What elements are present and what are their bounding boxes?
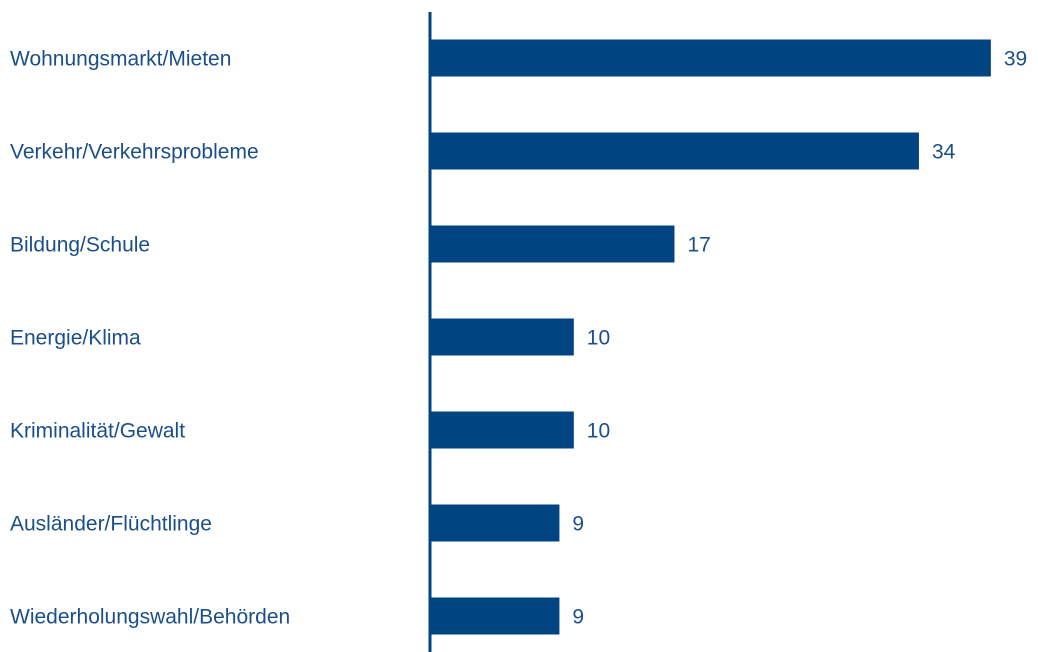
bar	[430, 411, 574, 449]
value-label: 9	[572, 513, 584, 536]
value-label: 34	[932, 141, 956, 164]
category-label: Verkehr/Verkehrsprobleme	[10, 141, 259, 164]
bar	[430, 39, 991, 77]
bar	[430, 318, 574, 356]
value-label: 10	[587, 327, 610, 350]
category-label: Kriminalität/Gewalt	[10, 420, 185, 443]
value-label: 39	[1004, 48, 1027, 71]
bar	[430, 504, 560, 542]
category-label: Energie/Klima	[10, 327, 141, 350]
bar	[430, 597, 560, 635]
category-label: Wiederholungswahl/Behörden	[10, 606, 290, 629]
value-label: 10	[587, 420, 610, 443]
bar	[430, 225, 675, 263]
value-label: 9	[572, 606, 584, 629]
category-label: Ausländer/Flüchtlinge	[10, 513, 212, 536]
category-label: Wohnungsmarkt/Mieten	[10, 48, 231, 71]
category-label: Bildung/Schule	[10, 234, 150, 257]
bar	[430, 132, 919, 170]
value-label: 17	[687, 234, 710, 257]
